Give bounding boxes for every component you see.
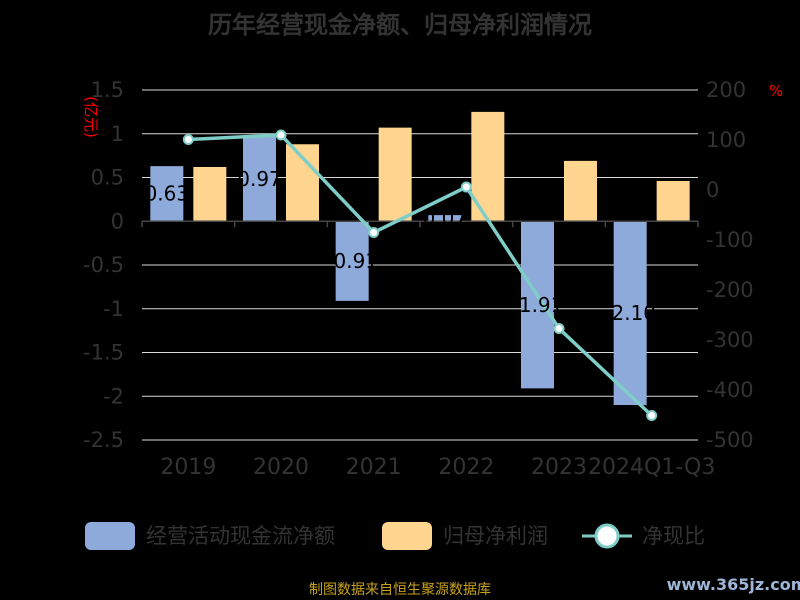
x-tick-label: 2019 <box>160 455 216 480</box>
right-tick-label: -100 <box>706 228 754 252</box>
left-tick-label: -2.5 <box>83 428 124 452</box>
ratio-point <box>460 181 472 193</box>
cash-flow-data-label: 0.97 <box>237 167 282 191</box>
right-tick-label: -400 <box>706 378 754 402</box>
right-tick-label: 200 <box>706 78 746 102</box>
watermark: www.365jz.com <box>667 575 800 594</box>
x-axis-ticks: 2019 2020 2021 2022 2023 2024Q1-Q3 <box>160 455 715 480</box>
ratio-line-path <box>188 133 653 417</box>
bar-operating-cash-flow <box>428 215 462 222</box>
legend-label-net-profit: 归母净利润 <box>443 524 548 548</box>
left-tick-label: -1 <box>103 297 124 321</box>
ratio-point <box>368 227 380 238</box>
ratio-point <box>553 323 565 334</box>
x-axis <box>141 220 699 228</box>
left-tick-label: 0 <box>111 209 124 233</box>
bar-net-profit <box>656 181 690 222</box>
cash-flow-data-label: 0.07 <box>423 206 468 230</box>
ratio-point <box>182 134 194 145</box>
left-tick-label: -1.5 <box>83 341 124 365</box>
legend-swatch-net-profit <box>382 522 432 550</box>
left-tick-label: 1.5 <box>91 78 124 102</box>
right-tick-label: -200 <box>706 278 754 302</box>
legend-label-ratio: 净现比 <box>642 524 705 548</box>
bar-operating-cash-flow <box>335 221 369 301</box>
x-tick-label: 2021 <box>346 455 402 480</box>
legend-label-operating-cash-flow: 经营活动现金流净额 <box>146 524 335 548</box>
data-labels: 0.63 0.97 -0.91 0.07 -1.91 -2.10 <box>145 167 656 325</box>
left-axis-unit: (亿元) <box>82 96 100 138</box>
cash-flow-data-label: -1.91 <box>512 293 564 317</box>
cash-flow-data-label: 0.63 <box>145 182 190 206</box>
x-tick-label: 2023 <box>531 455 587 480</box>
right-tick-label: -300 <box>706 328 754 352</box>
cash-flow-data-label: -0.91 <box>326 249 378 273</box>
left-tick-label: -2 <box>103 384 124 408</box>
right-tick-label: -500 <box>706 428 754 452</box>
x-tick-label: 2020 <box>253 455 309 480</box>
x-tick-label: 2024Q1-Q3 <box>588 455 715 480</box>
bar-operating-cash-flow <box>613 221 647 405</box>
left-tick-label: 1 <box>111 122 124 146</box>
legend: 经营活动现金流净额 归母净利润 净现比 <box>85 522 705 550</box>
bars <box>150 111 690 405</box>
right-axis-ticks: 200 100 0 -100 -200 -300 -400 -500 <box>706 78 754 452</box>
x-tick-label: 2022 <box>438 455 494 480</box>
left-tick-label: -0.5 <box>83 253 124 277</box>
data-source-note: 制图数据来自恒生聚源数据库 <box>309 582 491 598</box>
cash-flow-data-label: -2.10 <box>604 301 656 325</box>
ratio-point <box>275 129 287 141</box>
chart-title: 历年经营现金净额、归母净利润情况 <box>208 11 592 39</box>
ratio-point <box>646 410 658 421</box>
bar-operating-cash-flow <box>243 136 276 222</box>
right-tick-label: 100 <box>706 128 746 152</box>
bar-net-profit <box>378 127 412 222</box>
bar-net-profit <box>193 167 227 222</box>
left-axis-ticks: 1.5 1 0.5 0 -0.5 -1 -1.5 -2 -2.5 <box>83 78 124 452</box>
right-tick-label: 0 <box>706 178 719 202</box>
bar-net-profit <box>564 160 597 222</box>
left-tick-label: 0.5 <box>91 166 124 190</box>
bar-operating-cash-flow <box>150 166 184 222</box>
legend-marker-ratio <box>594 523 620 549</box>
ratio-line <box>182 129 658 421</box>
right-axis-unit: % <box>769 82 783 100</box>
bar-operating-cash-flow <box>521 221 554 389</box>
legend-swatch-operating-cash-flow <box>85 522 135 550</box>
